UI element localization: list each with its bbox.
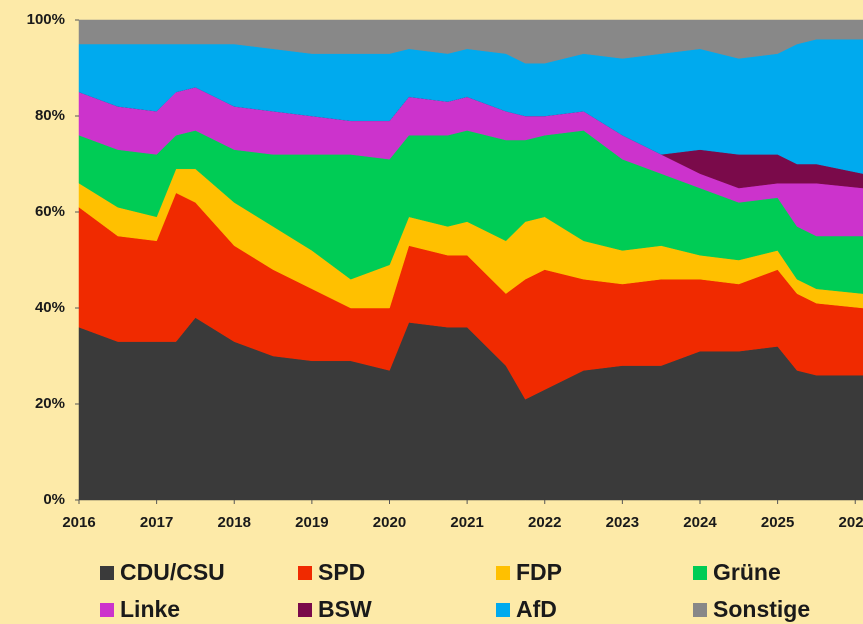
x-tick-label: 2019 [295,514,328,531]
x-tick-label: 2016 [62,514,95,531]
legend-label: Sonstige [713,596,810,622]
legend-swatch [693,603,707,617]
x-tick-label: 2022 [528,514,561,531]
y-tick-label: 60% [35,203,65,220]
y-tick-label: 80% [35,107,65,124]
legend-label: CDU/CSU [120,559,225,585]
legend-swatch [496,566,510,580]
legend-label: Linke [120,596,180,622]
legend-label: Grüne [713,559,781,585]
x-tick-label: 2025 [761,514,794,531]
y-tick-label: 20% [35,395,65,412]
y-tick-label: 40% [35,299,65,316]
legend-swatch [100,566,114,580]
x-tick-label: 2021 [450,514,483,531]
y-tick-label: 100% [27,11,65,28]
legend-label: BSW [318,596,372,622]
legend-label: FDP [516,559,562,585]
x-tick-label: 2017 [140,514,173,531]
x-tick-label: 2026 [839,514,863,531]
legend-label: AfD [516,596,557,622]
y-tick-label: 0% [43,491,65,508]
x-tick-label: 2018 [218,514,251,531]
legend-swatch [100,603,114,617]
legend-swatch [496,603,510,617]
x-tick-label: 2020 [373,514,406,531]
legend-swatch [298,603,312,617]
legend-label: SPD [318,559,365,585]
legend-swatch [693,566,707,580]
area [78,19,863,64]
x-tick-label: 2023 [606,514,639,531]
x-tick-label: 2024 [683,514,717,531]
legend-swatch [298,566,312,580]
